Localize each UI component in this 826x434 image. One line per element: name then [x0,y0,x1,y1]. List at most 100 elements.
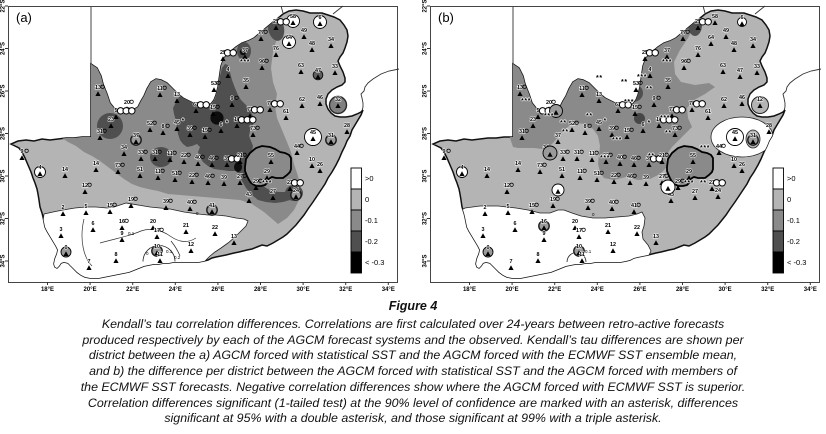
svg-text:37: 37 [242,48,248,54]
svg-text:*: * [603,155,606,162]
svg-text:51: 51 [594,171,600,177]
svg-text:*: * [621,79,624,86]
svg-text:*: * [269,180,272,187]
svg-text:*: * [262,180,265,187]
svg-text:20: 20 [150,219,156,225]
svg-text:24: 24 [715,188,721,194]
svg-text:21: 21 [237,153,243,159]
svg-text:21: 21 [605,223,611,229]
svg-text:*: * [687,180,690,187]
svg-text:17: 17 [154,228,160,234]
svg-text:0.2: 0.2 [174,255,181,260]
svg-text:30°S: 30°S [423,169,429,182]
svg-text:62: 62 [299,97,305,103]
svg-text:11: 11 [157,252,163,258]
svg-text:19: 19 [550,197,556,203]
svg-text:22: 22 [611,173,617,179]
svg-text:26: 26 [739,162,745,168]
svg-text:13: 13 [596,92,602,98]
svg-text:76: 76 [273,46,279,52]
svg-text:20°E: 20°E [506,287,519,293]
svg-text:*: * [663,115,666,122]
svg-text:*: * [707,145,710,152]
svg-text:24: 24 [293,188,299,194]
svg-text:0: 0 [146,251,149,256]
svg-text:73: 73 [669,107,675,113]
svg-text:22°E: 22°E [126,287,139,293]
svg-text:53: 53 [211,81,217,87]
svg-text:14: 14 [515,161,521,167]
svg-text:32°E: 32°E [339,287,352,293]
svg-text:39: 39 [187,126,193,132]
svg-text:11: 11 [579,86,585,92]
svg-text:40: 40 [187,200,193,206]
svg-text:*: * [700,145,703,152]
svg-text:13: 13 [231,234,237,240]
svg-text:6: 6 [514,221,517,227]
svg-text:33: 33 [332,64,338,70]
svg-text:31: 31 [152,150,158,156]
svg-text:46: 46 [739,95,745,101]
svg-text:*: * [596,75,599,82]
svg-text:32°S: 32°S [1,212,7,225]
svg-text:13: 13 [653,234,659,240]
svg-text:12: 12 [82,183,88,189]
svg-text:43: 43 [246,192,252,198]
svg-text:0: 0 [487,245,490,251]
svg-text:*: * [524,98,527,105]
svg-text:28°S: 28°S [423,127,429,140]
svg-text:39: 39 [646,156,652,162]
svg-text:51: 51 [172,171,178,177]
svg-text:22: 22 [603,153,609,159]
svg-text:*: * [662,59,665,66]
svg-text:4: 4 [649,67,652,73]
svg-text:63: 63 [720,63,726,69]
svg-text:61: 61 [705,109,711,115]
svg-text:11: 11 [579,252,585,258]
svg-text:43: 43 [668,192,674,198]
svg-text:27: 27 [692,189,698,195]
svg-text:*: * [644,74,647,81]
svg-text:*: * [684,180,687,187]
svg-text:45: 45 [596,120,602,126]
svg-text:47: 47 [315,68,321,74]
svg-text:17: 17 [576,228,582,234]
svg-text:39: 39 [585,199,591,205]
svg-text:20: 20 [572,219,578,225]
svg-text:34: 34 [328,37,334,43]
svg-text:25: 25 [642,50,648,56]
svg-text:53: 53 [633,81,639,87]
svg-text:*: * [651,153,654,160]
svg-text:12: 12 [610,242,616,248]
svg-text:32: 32 [335,97,341,103]
svg-text:51: 51 [137,167,143,173]
svg-text:77: 77 [258,30,264,36]
svg-text:26°S: 26°S [1,84,7,97]
svg-text:(b): (b) [438,10,454,25]
svg-text:27: 27 [270,189,276,195]
svg-text:31: 31 [97,129,103,135]
svg-text:*: * [627,99,630,106]
svg-text:2: 2 [62,205,65,211]
svg-text:22°S: 22°S [1,0,7,13]
svg-text:*: * [631,99,634,106]
svg-text:34: 34 [750,37,756,43]
svg-text:*: * [243,59,246,66]
svg-text:5: 5 [85,204,88,210]
svg-text:*: * [640,74,643,81]
svg-text:3: 3 [482,227,485,233]
svg-text:-0.1: -0.1 [787,216,800,225]
svg-text:*: * [600,155,603,162]
svg-text:24°E: 24°E [591,287,604,293]
svg-text:*: * [240,59,243,66]
svg-text:46: 46 [627,174,633,180]
svg-text:7: 7 [510,259,513,265]
svg-text:22°E: 22°E [548,287,561,293]
svg-text:8: 8 [115,252,118,258]
svg-text:30°E: 30°E [297,287,310,293]
svg-text:28: 28 [766,123,772,129]
svg-text:*: * [615,137,618,144]
svg-text:23: 23 [709,180,715,186]
svg-text:26°E: 26°E [211,287,224,293]
svg-text:48: 48 [309,41,315,47]
